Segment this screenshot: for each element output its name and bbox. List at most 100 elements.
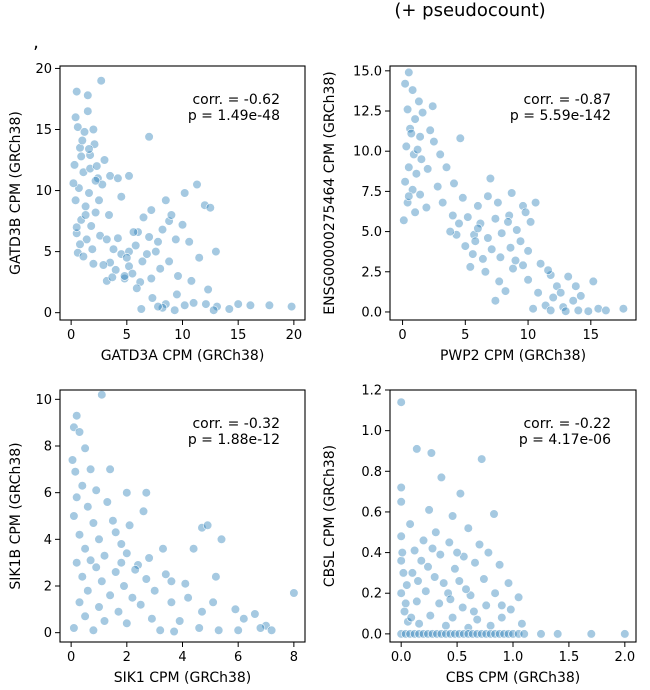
x-tick: 2 bbox=[123, 642, 131, 665]
data-point bbox=[510, 255, 521, 266]
data-point bbox=[127, 269, 137, 279]
data-point bbox=[107, 272, 117, 282]
data-point bbox=[583, 306, 593, 316]
data-point bbox=[520, 207, 531, 217]
data-point bbox=[128, 227, 139, 237]
data-point bbox=[513, 629, 524, 639]
data-point bbox=[415, 132, 425, 142]
data-point bbox=[454, 218, 464, 229]
data-point bbox=[138, 212, 149, 222]
x-tick-label: 5 bbox=[123, 328, 131, 343]
scatter-panel-4: 0.0 0.5 1.0 1.5 2.0 0.0 0.2 0.4 0.6 0.8 1.0 1.2 CBS … bbox=[322, 384, 637, 686]
data-point bbox=[137, 256, 147, 267]
data-point bbox=[79, 127, 90, 137]
data-point bbox=[474, 539, 485, 550]
data-point bbox=[94, 602, 104, 612]
data-point bbox=[233, 299, 243, 309]
data-point bbox=[94, 195, 104, 205]
data-point bbox=[105, 171, 115, 181]
data-point bbox=[515, 236, 526, 246]
data-point bbox=[113, 607, 124, 617]
data-point bbox=[571, 281, 581, 291]
data-point bbox=[74, 427, 85, 437]
data-point bbox=[445, 227, 455, 237]
data-point bbox=[461, 584, 471, 594]
data-point bbox=[124, 171, 134, 181]
data-point bbox=[173, 271, 183, 281]
data-point bbox=[421, 586, 431, 596]
data-point bbox=[177, 220, 188, 230]
data-point bbox=[136, 304, 146, 314]
data-point bbox=[401, 598, 411, 609]
data-point bbox=[553, 629, 563, 639]
data-point bbox=[525, 217, 536, 227]
data-point bbox=[86, 221, 96, 231]
data-point bbox=[216, 534, 227, 544]
data-point bbox=[146, 205, 156, 215]
data-point bbox=[495, 560, 505, 570]
data-point bbox=[434, 598, 444, 609]
data-point bbox=[540, 300, 551, 311]
data-point bbox=[87, 244, 97, 254]
data-point bbox=[483, 233, 493, 243]
data-point bbox=[68, 178, 78, 188]
data-point bbox=[111, 567, 121, 577]
data-point bbox=[105, 464, 115, 474]
y-tick: 20 bbox=[35, 62, 60, 77]
data-point bbox=[141, 488, 151, 498]
data-point bbox=[448, 511, 458, 521]
data-point bbox=[406, 128, 416, 139]
scatter-panel-3: 0 2 4 6 8 0 2 4 6 8 10 SIK1 CPM (GRCh38) SIK1B CPM (… bbox=[8, 389, 306, 686]
data-point bbox=[72, 411, 82, 421]
data-point bbox=[536, 629, 546, 639]
data-point bbox=[75, 239, 85, 249]
p-value-annotation: p = 5.59e-142 bbox=[510, 108, 611, 124]
data-point bbox=[489, 509, 499, 519]
data-point bbox=[601, 305, 611, 316]
y-tick-label: 2.5 bbox=[361, 265, 382, 280]
data-point bbox=[404, 191, 414, 201]
data-point bbox=[405, 519, 415, 529]
data-point bbox=[412, 444, 422, 454]
y-tick: 0.0 bbox=[361, 627, 390, 642]
data-point bbox=[212, 302, 222, 312]
x-tick: 0 bbox=[398, 320, 407, 343]
data-point bbox=[508, 629, 518, 639]
data-point bbox=[203, 284, 213, 295]
data-point bbox=[97, 390, 107, 400]
data-point bbox=[171, 234, 181, 244]
data-point bbox=[463, 212, 473, 222]
data-point bbox=[443, 588, 453, 598]
y-tick: 12.5 bbox=[353, 105, 390, 120]
data-point bbox=[441, 621, 451, 631]
x-tick-label: 1.0 bbox=[503, 650, 524, 665]
data-point bbox=[205, 203, 215, 213]
y-tick-label: 0.0 bbox=[361, 627, 382, 642]
x-tick: 8 bbox=[290, 642, 298, 665]
data-point bbox=[113, 233, 123, 243]
data-point bbox=[200, 200, 210, 210]
data-point bbox=[418, 535, 429, 546]
y-tick-label: 12.5 bbox=[353, 105, 382, 120]
y-tick-label: 7.5 bbox=[361, 185, 382, 200]
data-point bbox=[455, 489, 466, 499]
x-tick: 0 bbox=[67, 320, 75, 343]
data-point bbox=[138, 506, 149, 516]
data-point bbox=[401, 141, 411, 151]
data-point bbox=[105, 590, 115, 600]
data-point bbox=[164, 216, 174, 226]
data-point bbox=[404, 67, 414, 77]
x-tick-label: 0 bbox=[67, 650, 75, 665]
data-point bbox=[423, 164, 433, 174]
data-point bbox=[184, 237, 194, 247]
data-point bbox=[197, 607, 207, 617]
corr-annotation: corr. = -0.22 bbox=[523, 416, 611, 432]
data-point bbox=[415, 190, 425, 200]
x-tick-label: 0 bbox=[67, 328, 75, 343]
y-tick-label: 2 bbox=[44, 580, 52, 595]
y-tick: 10 bbox=[35, 393, 60, 408]
axes-frame bbox=[389, 65, 637, 321]
data-point bbox=[197, 523, 207, 533]
y-tick: 0.4 bbox=[361, 546, 390, 561]
y-tick-label: 10 bbox=[35, 184, 52, 199]
